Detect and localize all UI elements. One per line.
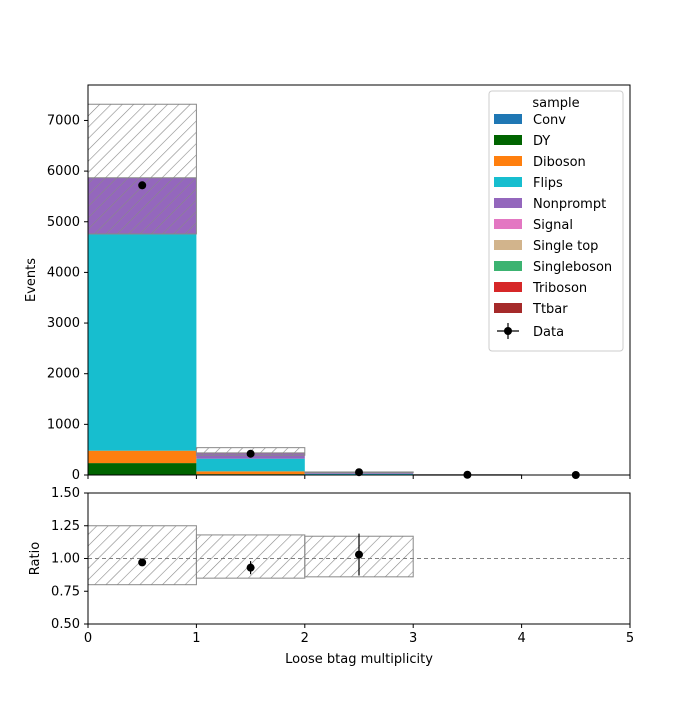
ratio-point bbox=[246, 563, 255, 572]
ratio-point bbox=[355, 550, 363, 559]
legend-swatch bbox=[494, 198, 522, 208]
legend-label: Flips bbox=[533, 176, 563, 191]
legend-swatch bbox=[494, 261, 522, 271]
y-tick-label: 5000 bbox=[47, 215, 80, 230]
legend-swatch bbox=[494, 282, 522, 292]
legend-label: Triboson bbox=[532, 281, 587, 296]
legend-label: Data bbox=[533, 325, 564, 340]
data-point bbox=[246, 449, 255, 458]
ratio-uncertainty-band bbox=[87, 525, 197, 586]
bar-diboson bbox=[196, 471, 305, 475]
legend-label: Diboson bbox=[533, 155, 586, 170]
y-tick-label: 7000 bbox=[47, 113, 80, 128]
x-tick-label: 4 bbox=[517, 631, 525, 646]
legend-label: Singleboson bbox=[533, 260, 612, 275]
legend-swatch bbox=[494, 303, 522, 313]
ratio-point bbox=[138, 558, 147, 567]
y-axis-label: Events bbox=[24, 258, 39, 302]
x-tick-label: 1 bbox=[192, 631, 200, 646]
bar-dy bbox=[88, 463, 197, 475]
x-tick-label: 3 bbox=[409, 631, 417, 646]
legend-label: Single top bbox=[533, 239, 598, 254]
x-tick-label: 5 bbox=[626, 631, 634, 646]
legend-title: sample bbox=[532, 96, 579, 111]
y-tick-label: 2000 bbox=[47, 367, 80, 382]
ratio-y-tick-label: 1.25 bbox=[51, 519, 80, 534]
legend-label: Signal bbox=[533, 218, 573, 233]
main-axes-frame bbox=[87, 84, 631, 476]
y-tick-label: 3000 bbox=[47, 316, 80, 331]
data-point bbox=[138, 181, 147, 190]
legend-swatch bbox=[494, 240, 522, 250]
legend-box bbox=[488, 90, 624, 352]
legend: sample Conv DY Diboson Flips Nonprompt Signal S… bbox=[488, 90, 624, 352]
x-tick-label: 0 bbox=[84, 631, 92, 646]
x-tick-label: 2 bbox=[301, 631, 309, 646]
main-panel: 0 1000 2000 3000 4000 5000 6000 7000 Events bbox=[24, 84, 631, 483]
legend-label: Conv bbox=[533, 113, 566, 128]
bar-diboson bbox=[88, 450, 197, 464]
y-tick-label: 0 bbox=[72, 468, 80, 483]
legend-swatch bbox=[494, 219, 522, 229]
ratio-y-axis-label: Ratio bbox=[28, 542, 43, 575]
y-tick-label: 1000 bbox=[47, 417, 80, 432]
bar-flips bbox=[196, 458, 305, 472]
legend-data-marker bbox=[504, 327, 512, 335]
uncertainty-band bbox=[87, 103, 197, 235]
legend-label: Nonprompt bbox=[533, 197, 606, 212]
data-point bbox=[355, 468, 363, 477]
ratio-y-tick-label: 1.00 bbox=[51, 552, 80, 567]
ratio-y-tick-label: 0.50 bbox=[51, 617, 80, 632]
y-tick-label: 6000 bbox=[47, 164, 80, 179]
legend-swatch bbox=[494, 135, 522, 145]
ratio-y-tick-label: 1.50 bbox=[51, 486, 80, 501]
ratio-y-tick-label: 0.75 bbox=[51, 584, 80, 599]
legend-label: DY bbox=[533, 134, 550, 149]
legend-label: Ttbar bbox=[532, 302, 568, 317]
legend-swatch bbox=[494, 114, 522, 124]
legend-swatch bbox=[494, 177, 522, 187]
y-tick-label: 4000 bbox=[47, 265, 80, 280]
x-axis-label: Loose btag multiplicity bbox=[285, 652, 433, 667]
bar-flips bbox=[88, 234, 197, 451]
legend-swatch bbox=[494, 156, 522, 166]
ratio-panel: 0.50 0.75 1.00 1.25 1.50 0 1 2 3 4 5 Loose btag mul… bbox=[28, 486, 634, 667]
